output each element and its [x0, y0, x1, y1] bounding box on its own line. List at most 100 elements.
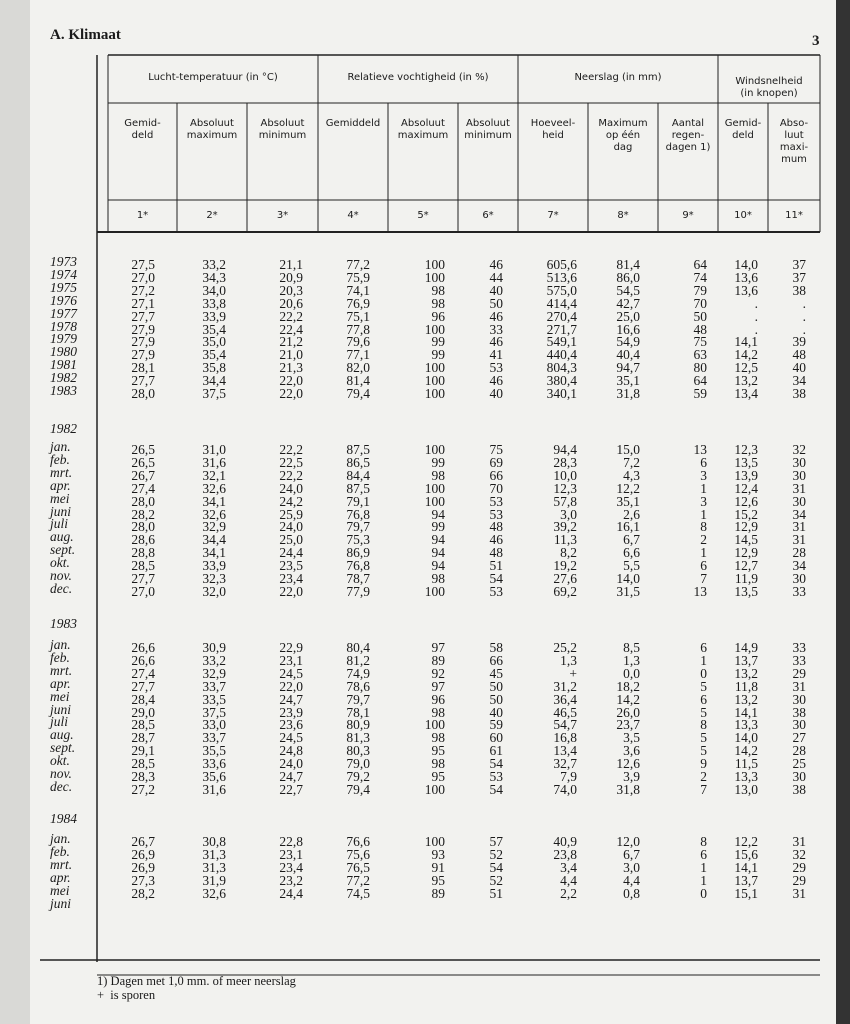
- group-header: Neerslag (in mm): [574, 72, 662, 83]
- cell: 48: [489, 545, 504, 561]
- cell: 27,5: [131, 257, 155, 272]
- cell: 100: [424, 269, 445, 285]
- cell: 35,1: [616, 493, 640, 509]
- cell: 46,5: [553, 704, 577, 720]
- cell: 23,4: [279, 859, 303, 875]
- cell: 98: [431, 571, 446, 586]
- cell: 31: [792, 532, 807, 548]
- cell: 96: [431, 691, 446, 707]
- cell: 54: [489, 781, 504, 797]
- cell: 89: [431, 652, 446, 668]
- cell: 13,9: [734, 467, 758, 483]
- cell: 3,0: [560, 506, 577, 522]
- cell: 6: [700, 846, 707, 862]
- cell: 53: [489, 506, 504, 522]
- cell: 100: [424, 386, 445, 401]
- row-label: apr.: [50, 675, 71, 691]
- row-label: jan.: [50, 439, 71, 454]
- column-number: 10*: [734, 210, 752, 221]
- cell: 22,9: [279, 640, 303, 655]
- cell: 14,1: [734, 859, 758, 875]
- cell: 1: [700, 545, 707, 561]
- cell: 54: [489, 756, 504, 772]
- cell: 46: [489, 373, 504, 389]
- cell: 33,8: [202, 295, 226, 311]
- cell: 32,0: [202, 583, 226, 599]
- cell: 33: [792, 640, 807, 655]
- cell: 100: [424, 493, 445, 509]
- cell: 804,3: [546, 360, 577, 376]
- cell: 7: [700, 781, 707, 797]
- row-label: 1983: [50, 383, 77, 398]
- cell: 79,1: [346, 493, 370, 509]
- cell: 32,6: [202, 480, 226, 496]
- cell: 99: [431, 454, 446, 470]
- cell: 2,6: [623, 506, 640, 522]
- cell: 100: [424, 583, 445, 599]
- cell: 91: [431, 859, 446, 875]
- cell: 34: [792, 506, 807, 522]
- cell: 42,7: [616, 295, 640, 311]
- cell: 100: [424, 834, 445, 849]
- cell: 60: [489, 730, 504, 746]
- cell: 53: [489, 360, 504, 376]
- cell: 13,7: [734, 872, 758, 888]
- cell: 24,0: [279, 519, 303, 535]
- cell: 24,0: [279, 480, 303, 496]
- cell: 95: [431, 743, 446, 759]
- cell: 380,4: [546, 373, 577, 389]
- cell: 75,9: [346, 269, 370, 285]
- row-label: 1980: [50, 344, 77, 360]
- cell: 26,0: [616, 704, 640, 720]
- row-label: 1979: [50, 331, 77, 347]
- cell: 3,0: [623, 859, 640, 875]
- column-header: Maximum op één dag: [598, 118, 648, 153]
- cell: 23,8: [553, 846, 577, 862]
- cell: 33,2: [202, 257, 226, 272]
- cell: 22,7: [279, 781, 303, 797]
- cell: 34,1: [202, 545, 226, 561]
- cell: 4,3: [623, 467, 640, 483]
- binding-edge: [0, 0, 30, 1024]
- cell: 38: [792, 704, 807, 720]
- cell: 77,2: [346, 872, 370, 888]
- cell: 52: [489, 846, 504, 862]
- cell: 26,9: [131, 846, 155, 862]
- cell: 28,4: [131, 691, 155, 707]
- cell: 7,2: [623, 454, 640, 470]
- cell: 34: [792, 373, 807, 389]
- cell: 28,5: [131, 756, 155, 772]
- cell: 81,4: [346, 373, 370, 389]
- cell: 6: [700, 691, 707, 707]
- cell: 34: [792, 558, 807, 574]
- cell: 30: [792, 717, 807, 733]
- cell: 81,3: [346, 730, 370, 746]
- cell: 27,7: [131, 308, 155, 324]
- cell: 33,0: [202, 717, 226, 733]
- cell: 6,7: [623, 532, 640, 548]
- cell: 28,2: [131, 506, 155, 522]
- cell: 37,5: [202, 386, 226, 401]
- row-label: 1981: [50, 357, 77, 373]
- cell: 25,2: [553, 640, 577, 655]
- cell: 28,3: [131, 769, 155, 784]
- cell: 28,7: [131, 730, 155, 746]
- cell: 99: [431, 334, 446, 350]
- cell: 75,1: [346, 308, 370, 324]
- cell: 33,9: [202, 308, 226, 324]
- cell: 13,2: [734, 373, 758, 389]
- cell: 33: [792, 583, 807, 599]
- cell: 22,2: [279, 308, 303, 324]
- column-number: 11*: [785, 210, 803, 221]
- cell: 76,5: [346, 859, 370, 875]
- cell: 24,4: [279, 545, 303, 561]
- cell: 74,1: [346, 282, 370, 298]
- cell: 13,2: [734, 691, 758, 707]
- row-label: feb.: [50, 451, 70, 467]
- cell: 50: [489, 678, 504, 694]
- cell: 26,6: [131, 640, 155, 655]
- row-label: dec.: [50, 778, 73, 794]
- cell: .: [754, 308, 758, 324]
- cell: 16,8: [553, 730, 577, 746]
- cell: 28,1: [131, 360, 155, 376]
